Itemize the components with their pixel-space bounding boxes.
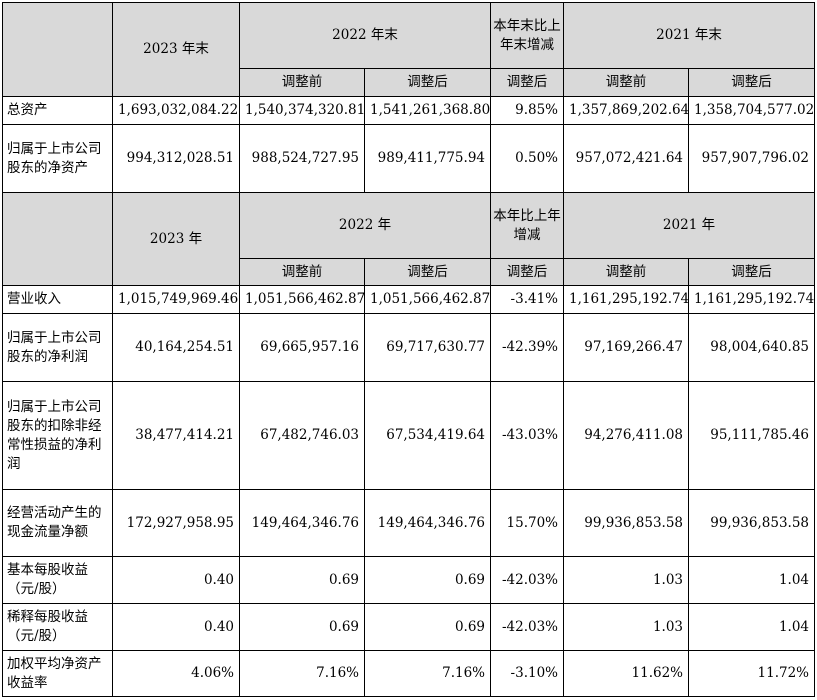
table-row: 归属于上市公司股东的净利润 40,164,254.51 69,665,957.1…: [2, 313, 815, 382]
row-label: 归属于上市公司股东的净资产: [2, 124, 113, 193]
cell-value: 15.70%: [490, 489, 564, 557]
cell-value: -43.03%: [490, 381, 564, 490]
cell-value: 97,169,266.47: [563, 313, 689, 382]
cell-value: 994,312,028.51: [112, 124, 240, 193]
table-row: 基本每股收益（元/股） 0.40 0.69 0.69 -42.03% 1.03 …: [2, 556, 815, 604]
cell-value: 1.04: [688, 556, 815, 604]
cell-value: 0.40: [112, 556, 240, 604]
cell-value: 0.40: [112, 603, 240, 651]
cell-value: -42.39%: [490, 313, 564, 382]
cell-value: 1.03: [563, 556, 689, 604]
row-label: 归属于上市公司股东的净利润: [2, 313, 113, 382]
table-row: 归属于上市公司股东的扣除非经常性损益的净利润 38,477,414.21 67,…: [2, 381, 815, 490]
cell-value: 1,161,295,192.74: [563, 285, 689, 314]
subheader-after: 调整后: [688, 258, 815, 286]
subheader-before: 调整前: [239, 68, 365, 97]
cell-value: 957,072,421.64: [563, 124, 689, 193]
cell-value: 0.50%: [490, 124, 564, 193]
cell-value: 67,534,419.64: [364, 381, 491, 490]
cell-value: 172,927,958.95: [112, 489, 240, 557]
table-row: 总资产 1,693,032,084.22 1,540,374,320.81 1,…: [2, 96, 815, 125]
cell-value: 0.69: [239, 603, 365, 651]
cell-value: 99,936,853.58: [688, 489, 815, 557]
cell-value: 1,051,566,462.87: [364, 285, 491, 314]
cell-value: 1,693,032,084.22: [112, 96, 240, 125]
table-row: 加权平均净资产收益率 4.06% 7.16% 7.16% -3.10% 11.6…: [2, 650, 815, 697]
cell-value: 1,358,704,577.02: [688, 96, 815, 125]
cell-value: 94,276,411.08: [563, 381, 689, 490]
cell-value: 957,907,796.02: [688, 124, 815, 193]
table-row: 营业收入 1,015,749,969.46 1,051,566,462.87 1…: [2, 285, 815, 314]
cell-value: -3.41%: [490, 285, 564, 314]
row-label: 营业收入: [2, 285, 113, 314]
header-col-change: 本年末比上年末增减: [490, 2, 564, 69]
header-col-prev2: 2021 年末: [563, 2, 815, 69]
cell-value: -42.03%: [490, 556, 564, 604]
cell-value: 11.62%: [563, 650, 689, 697]
subheader-after: 调整后: [688, 68, 815, 97]
cell-value: 1,357,869,202.64: [563, 96, 689, 125]
table-row: 稀释每股收益（元/股） 0.40 0.69 0.69 -42.03% 1.03 …: [2, 603, 815, 651]
header-col-prev: 2022 年: [239, 192, 491, 259]
header-col-prev: 2022 年末: [239, 2, 491, 69]
table-row: 经营活动产生的现金流量净额 172,927,958.95 149,464,346…: [2, 489, 815, 557]
cell-value: 40,164,254.51: [112, 313, 240, 382]
cell-value: 988,524,727.95: [239, 124, 365, 193]
header-corner: [2, 192, 113, 286]
section2-header-row: 2023 年 2022 年 本年比上年增减 2021 年: [2, 192, 815, 286]
cell-value: 7.16%: [364, 650, 491, 697]
row-label: 经营活动产生的现金流量净额: [2, 489, 113, 557]
row-label: 加权平均净资产收益率: [2, 650, 113, 697]
section2-subheader-row: 调整前 调整后 调整后 调整前 调整后: [3, 258, 815, 286]
cell-value: 149,464,346.76: [364, 489, 491, 557]
header-col-current: 2023 年末: [112, 2, 240, 97]
cell-value: 1,540,374,320.81: [239, 96, 365, 125]
cell-value: 0.69: [239, 556, 365, 604]
section1-subheader-row: 调整前 调整后 调整后 调整前 调整后: [3, 68, 815, 97]
cell-value: 1,051,566,462.87: [239, 285, 365, 314]
cell-value: 9.85%: [490, 96, 564, 125]
cell-value: 95,111,785.46: [688, 381, 815, 490]
cell-value: 0.69: [364, 556, 491, 604]
cell-value: 7.16%: [239, 650, 365, 697]
cell-value: 989,411,775.94: [364, 124, 491, 193]
cell-value: 149,464,346.76: [239, 489, 365, 557]
row-label: 稀释每股收益（元/股）: [2, 603, 113, 651]
cell-value: 67,482,746.03: [239, 381, 365, 490]
subheader-before: 调整前: [563, 68, 689, 97]
cell-value: 11.72%: [688, 650, 815, 697]
header-col-change: 本年比上年增减: [490, 192, 564, 259]
cell-value: 1.03: [563, 603, 689, 651]
cell-value: -42.03%: [490, 603, 564, 651]
header-col-current: 2023 年: [112, 192, 240, 286]
section1-header-row: 2023 年末 2022 年末 本年末比上年末增减 2021 年末: [2, 2, 815, 97]
cell-value: -3.10%: [490, 650, 564, 697]
subheader-before: 调整前: [239, 258, 365, 286]
cell-value: 1,541,261,368.80: [364, 96, 491, 125]
subheader-after: 调整后: [364, 258, 491, 286]
cell-value: 1.04: [688, 603, 815, 651]
cell-value: 38,477,414.21: [112, 381, 240, 490]
subheader-change: 调整后: [490, 68, 564, 97]
cell-value: 99,936,853.58: [563, 489, 689, 557]
subheader-change: 调整后: [490, 258, 564, 286]
cell-value: 1,161,295,192.74: [688, 285, 815, 314]
subheader-before: 调整前: [563, 258, 689, 286]
row-label: 基本每股收益（元/股）: [2, 556, 113, 604]
cell-value: 0.69: [364, 603, 491, 651]
row-label: 归属于上市公司股东的扣除非经常性损益的净利润: [2, 381, 113, 490]
table-row: 归属于上市公司股东的净资产 994,312,028.51 988,524,727…: [2, 124, 815, 193]
cell-value: 69,717,630.77: [364, 313, 491, 382]
header-corner: [2, 2, 113, 97]
cell-value: 1,015,749,969.46: [112, 285, 240, 314]
row-label: 总资产: [2, 96, 113, 125]
subheader-after: 调整后: [364, 68, 491, 97]
cell-value: 4.06%: [112, 650, 240, 697]
header-col-prev2: 2021 年: [563, 192, 815, 259]
cell-value: 69,665,957.16: [239, 313, 365, 382]
cell-value: 98,004,640.85: [688, 313, 815, 382]
